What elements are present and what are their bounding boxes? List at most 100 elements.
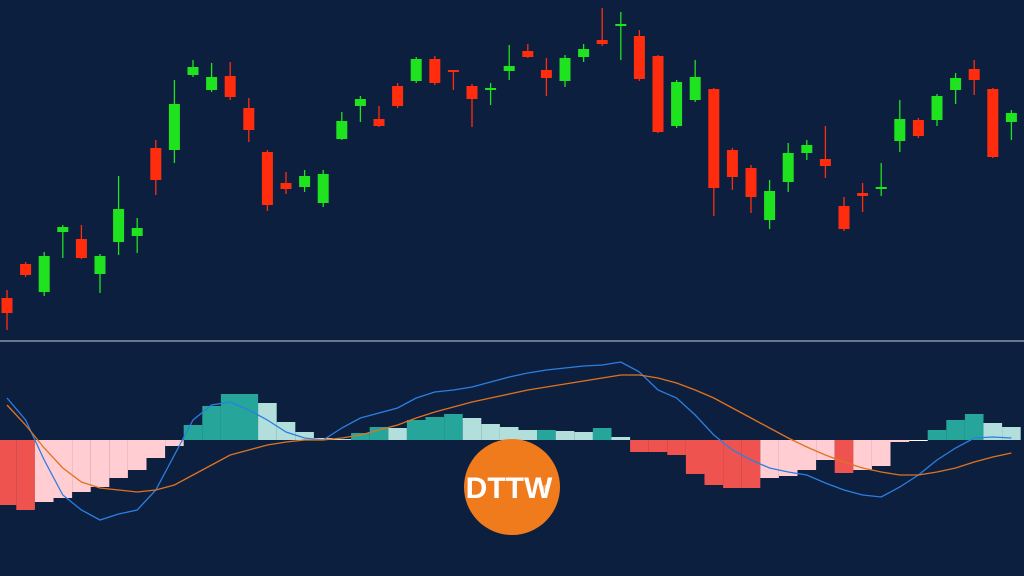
histogram-bar: [927, 430, 947, 440]
candle-body: [466, 86, 478, 99]
candle-body: [987, 89, 999, 157]
histogram-bar: [760, 440, 779, 478]
candle-body: [354, 99, 366, 106]
histogram-bar: [723, 440, 742, 488]
histogram-bar: [34, 440, 54, 502]
histogram-bar: [499, 427, 519, 440]
candle-body: [243, 108, 255, 130]
candle-body: [726, 150, 738, 177]
candle-body: [522, 51, 534, 57]
candle-body: [894, 119, 906, 141]
histogram-bar: [295, 432, 314, 440]
candle-body: [875, 187, 887, 189]
histogram-bar: [388, 428, 407, 440]
histogram-bar: [816, 440, 835, 460]
histogram-bar: [648, 440, 668, 452]
candle-body: [819, 159, 831, 166]
candle-body: [187, 67, 199, 75]
candle-body: [131, 228, 143, 236]
histogram-bar: [239, 394, 259, 440]
candle-body: [764, 191, 776, 220]
histogram-bar: [276, 422, 296, 440]
logo: DTTW ®: [464, 439, 560, 535]
histogram-bar: [909, 440, 928, 441]
histogram-bar: [964, 414, 984, 440]
logo-text: DTTW: [466, 472, 553, 505]
candle-body: [373, 119, 385, 126]
candle-body: [485, 88, 497, 90]
histogram-bar: [462, 418, 482, 440]
histogram-bar: [53, 440, 73, 498]
histogram-bar: [351, 433, 370, 440]
macd-panel: [0, 361, 1021, 521]
histogram-bar: [592, 428, 612, 440]
histogram-bar: [369, 427, 389, 440]
candle-body: [838, 206, 850, 229]
histogram-bar: [704, 440, 724, 485]
candle-body: [299, 176, 311, 187]
candle-body: [912, 120, 924, 136]
macd-line: [6, 374, 1012, 493]
histogram-bar: [109, 440, 128, 478]
candle-body: [633, 36, 645, 79]
candle-body: [782, 153, 794, 182]
candle-body: [57, 227, 69, 232]
candle-body: [931, 96, 943, 120]
histogram-bar: [481, 424, 500, 440]
histogram-bar: [778, 440, 798, 476]
histogram-bar: [630, 440, 649, 452]
candle-body: [968, 69, 980, 80]
candle-body: [206, 77, 218, 90]
candle-body: [317, 174, 329, 203]
histogram-bar: [537, 430, 556, 440]
candle-body: [336, 121, 348, 139]
histogram-bar: [165, 440, 184, 446]
candle-body: [950, 78, 962, 90]
histogram-bar: [90, 440, 110, 487]
candle-body: [857, 193, 869, 196]
candle-body: [150, 148, 162, 180]
histogram-bar: [983, 423, 1003, 440]
candle-body: [410, 59, 422, 81]
histogram-bar: [890, 440, 910, 442]
histogram-bar: [220, 394, 240, 440]
candle-body: [615, 24, 627, 26]
candle-body: [429, 59, 441, 83]
candle-body: [447, 70, 459, 72]
logo-circle: [464, 439, 560, 535]
candle-body: [559, 58, 571, 81]
histogram-bar: [667, 440, 686, 455]
histogram-bar: [685, 440, 705, 474]
candle-body: [224, 76, 236, 97]
candle-body: [540, 70, 552, 78]
logo-mark: ®: [543, 484, 549, 493]
candle-body: [689, 77, 701, 100]
candle-body: [596, 40, 608, 44]
histogram-bar: [202, 406, 221, 440]
histogram-bar: [518, 430, 538, 440]
histogram-bar: [332, 439, 352, 440]
histogram-bar: [555, 431, 575, 440]
candle-body: [1005, 113, 1017, 122]
histogram-bar: [871, 440, 891, 466]
histogram-bar: [16, 440, 35, 510]
histogram-bar: [0, 440, 17, 505]
candle-body: [745, 168, 757, 197]
histogram-bar: [406, 420, 426, 440]
candle-body: [261, 152, 273, 205]
candle-body: [671, 82, 683, 126]
candle-body: [392, 86, 404, 106]
histogram-bar: [425, 417, 445, 440]
candle-body: [113, 209, 125, 242]
histogram-bar: [834, 440, 854, 473]
histogram-bar: [127, 440, 147, 470]
histogram-bar: [444, 414, 463, 440]
histogram-bar: [797, 440, 817, 470]
histogram-bar: [313, 438, 333, 440]
candle-body: [94, 256, 106, 274]
histogram-bar: [146, 440, 166, 458]
candle-body: [801, 145, 813, 153]
candle-body: [578, 49, 590, 57]
histogram-bar: [741, 440, 761, 488]
